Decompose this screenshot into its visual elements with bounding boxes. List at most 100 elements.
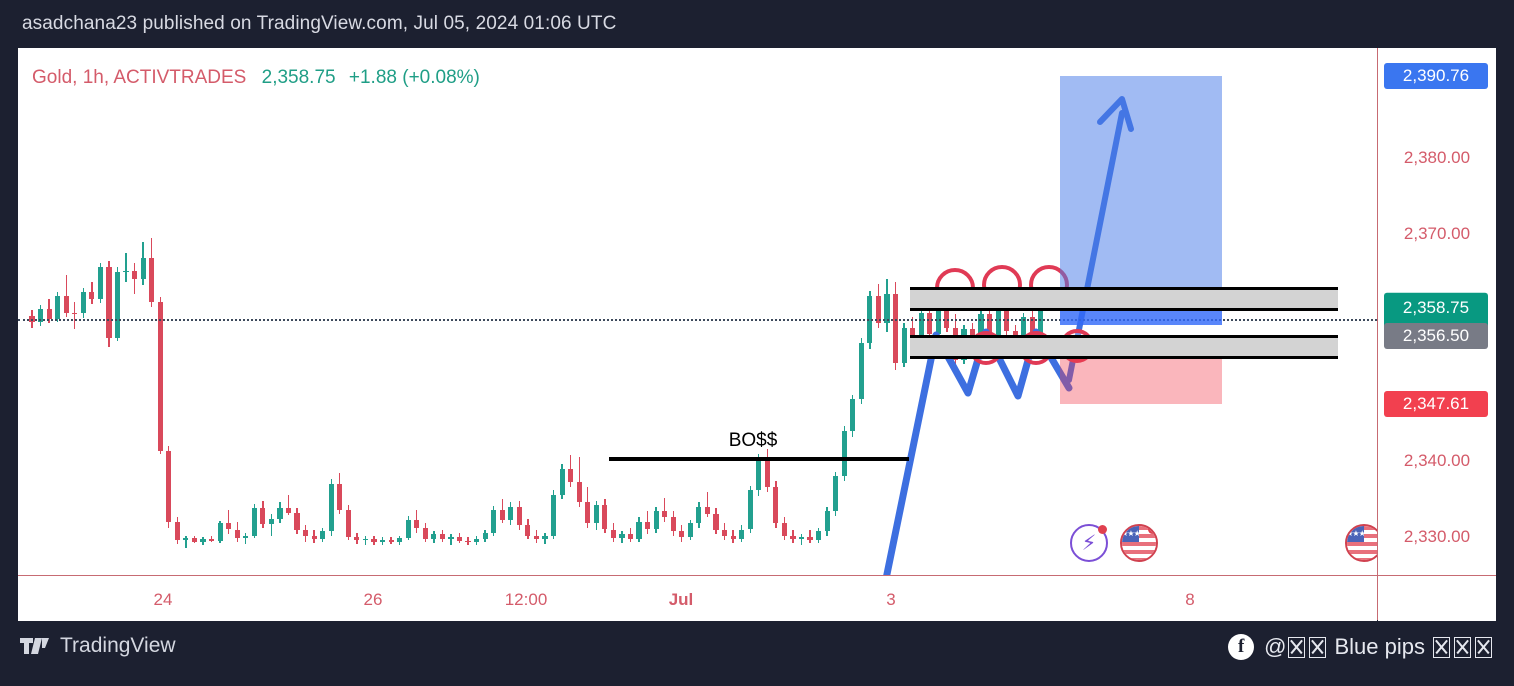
candle-body (268, 518, 274, 525)
candle-body (568, 468, 574, 483)
resistance-band[interactable] (910, 286, 1338, 312)
price-tick: 2,380.00 (1403, 147, 1471, 167)
candle-body (987, 314, 993, 336)
time-tick: 26 (363, 590, 383, 609)
candle-body (739, 529, 745, 539)
author-watermark: f @ Blue pips (1228, 634, 1494, 660)
candle-body (46, 308, 52, 319)
candle-wick (185, 535, 187, 548)
candle-body (439, 534, 445, 540)
candle-body (379, 540, 386, 543)
candle-body (37, 308, 44, 322)
candle-wick (125, 253, 127, 283)
entry-price[interactable]: 2,356.50 (1384, 323, 1488, 350)
price-scale[interactable]: 2,380.002,370.002,360.002,340.002,330.00… (1378, 48, 1496, 620)
candle-body (798, 537, 805, 540)
candle-body (234, 529, 240, 538)
candle-body (713, 514, 719, 531)
candle-body (97, 267, 103, 299)
take-profit-price[interactable]: 2,390.76 (1384, 63, 1488, 90)
candle-body (499, 509, 505, 521)
candle-body (730, 535, 736, 539)
candle-body (1038, 311, 1044, 334)
candle-body (542, 535, 548, 539)
candle-body (824, 511, 830, 531)
footer-bar: TradingView f @ Blue pips (0, 620, 1514, 686)
candle-wick (800, 534, 803, 545)
scale-divider (1377, 48, 1378, 620)
time-scale[interactable]: 24 26 12:00 Jul 3 8 (18, 575, 1377, 621)
chart-legend[interactable]: Gold, 1h, ACTIVTRADES 2,358.75 +1.88 (+0… (32, 67, 480, 89)
candle-body (679, 531, 685, 538)
break-of-structure-label: BO$$ (728, 429, 778, 451)
candle-wick (210, 535, 213, 543)
candle-body (474, 538, 480, 542)
candle-body (901, 327, 907, 363)
candle-body (157, 302, 163, 451)
candle-body (362, 538, 369, 541)
candle-body (456, 537, 463, 541)
candle-body (191, 537, 198, 542)
missing-glyph-icon (1288, 636, 1306, 658)
candle-body (704, 506, 711, 515)
candle-body (807, 537, 813, 541)
candle-body (63, 295, 69, 313)
candle-body (636, 521, 642, 539)
candle-body (448, 537, 454, 540)
us-news-marker-2[interactable]: ★★★ (1345, 524, 1377, 562)
candle-body (132, 270, 138, 280)
candle-body (653, 511, 659, 530)
stop-loss-price[interactable]: 2,347.61 (1384, 390, 1488, 417)
missing-glyph-icon (1433, 636, 1450, 658)
economic-event-marker[interactable]: ⚡ (1070, 524, 1108, 562)
time-tick: 3 (886, 590, 896, 609)
candle-body (756, 458, 762, 491)
candle-body (773, 487, 779, 524)
candle-body (875, 295, 882, 324)
tradingview-logo[interactable]: TradingView (20, 634, 176, 658)
candle-body (72, 312, 78, 315)
candle-body (525, 524, 531, 536)
candle-body (397, 537, 403, 542)
event-badge-dot (1098, 525, 1107, 534)
price-tick: 2,340.00 (1403, 451, 1471, 471)
candle-body (431, 534, 437, 539)
candle-body (371, 538, 377, 543)
candle-body (251, 507, 257, 536)
candle-body (627, 534, 634, 539)
candle-body (320, 531, 326, 539)
candle-body (482, 532, 488, 539)
missing-glyph-icon (1309, 636, 1327, 658)
candle-body (174, 521, 180, 541)
time-scale-corner (1378, 575, 1496, 621)
candle-wick (270, 514, 273, 537)
tradingview-mark-icon (20, 636, 50, 656)
candle-body (602, 505, 608, 530)
last-price-value: 2,358.75 (1402, 297, 1470, 317)
break-of-structure-line[interactable] (609, 456, 909, 461)
candle-body (285, 508, 292, 513)
candle-body (593, 505, 599, 524)
publisher-text: asadchana23 published on TradingView.com… (22, 13, 617, 34)
candle-body (465, 540, 471, 543)
us-news-marker-1[interactable]: ★★★ (1120, 524, 1158, 562)
missing-glyph-icon (1454, 636, 1471, 658)
candle-body (833, 476, 839, 512)
take-profit-zone[interactable] (1060, 76, 1222, 325)
candle-body (166, 450, 172, 522)
candle-body (55, 295, 61, 319)
chart-canvas[interactable]: BO$$ ⚡ ★★★ ★★★ 2,380.002,370.002,360.002,34… (18, 48, 1496, 621)
candle-body (337, 484, 343, 510)
candle-body (405, 520, 411, 538)
candle-body (422, 527, 428, 539)
candle-wick (287, 494, 290, 516)
candle-wick (364, 535, 367, 546)
candle-body (927, 312, 933, 334)
zigzag-trendline[interactable] (878, 328, 1073, 575)
candle-body (294, 512, 300, 531)
candle-body (516, 506, 522, 525)
current-price-line (18, 319, 1377, 322)
tradingview-logo-label: TradingView (60, 634, 176, 657)
price-plot-area[interactable]: BO$$ ⚡ ★★★ ★★★ (18, 48, 1377, 575)
support-band[interactable] (910, 335, 1338, 359)
